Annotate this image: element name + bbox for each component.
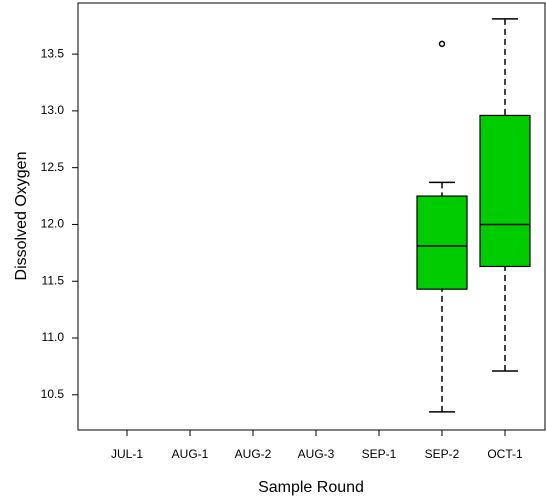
y-tick-label: 11.0	[42, 330, 65, 344]
y-tick-label: 10.5	[41, 387, 65, 401]
outlier	[438, 40, 446, 48]
x-tick-label: SEP-1	[362, 447, 397, 461]
y-tick-label: 13.0	[41, 103, 65, 117]
box	[479, 114, 531, 268]
box	[416, 195, 468, 290]
y-tick-label: 12.0	[41, 217, 65, 231]
x-axis-title: Sample Round	[258, 479, 364, 496]
plot-frame	[77, 2, 546, 431]
y-tick-label: 11.5	[42, 273, 65, 287]
x-tick-label: JUL-1	[111, 447, 143, 461]
x-tick-label: SEP-2	[425, 447, 460, 461]
y-tick-label: 13.5	[41, 46, 65, 60]
x-tick-label: AUG-3	[298, 447, 335, 461]
x-tick-label: AUG-2	[235, 447, 272, 461]
x-tick-label: OCT-1	[487, 447, 523, 461]
y-tick-label: 12.5	[41, 160, 65, 174]
x-tick-label: AUG-1	[172, 447, 209, 461]
y-axis-title: Dissolved Oxygen	[13, 152, 30, 281]
